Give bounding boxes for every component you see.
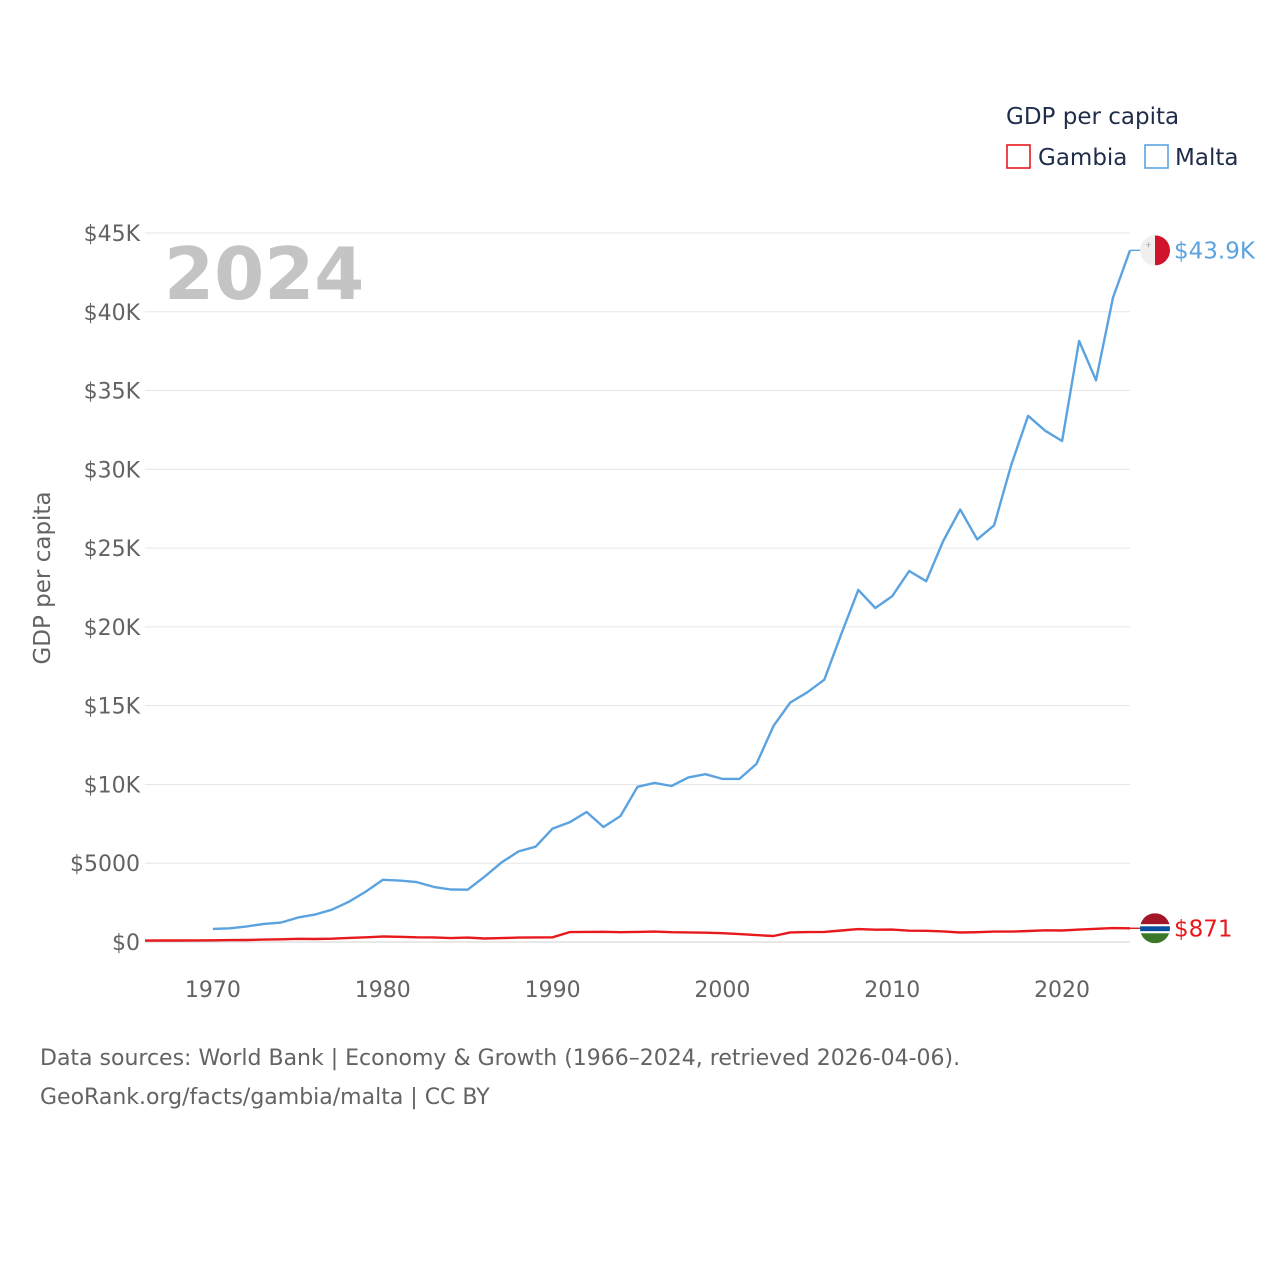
x-axis-ticks: 1970 1980 1990 2000 2010 2020 xyxy=(185,978,1090,1003)
end-markers: $871 + $43.9K xyxy=(1130,235,1256,944)
y-tick-label: $35K xyxy=(84,380,141,405)
legend-item-gambia[interactable]: Gambia xyxy=(1006,144,1127,171)
y-tick-label: $40K xyxy=(84,301,141,326)
gridlines xyxy=(145,232,1130,943)
legend-label-malta: Malta xyxy=(1175,145,1238,171)
x-tick-label: 1980 xyxy=(355,978,411,1003)
y-axis-ticks: $0 $5000 $10K $15K $20K $25K $30K $35K $40K $45K xyxy=(70,222,141,956)
end-label-malta: $43.9K xyxy=(1174,238,1256,264)
legend-title: GDP per capita xyxy=(1006,104,1179,130)
x-tick-label: 2000 xyxy=(694,978,750,1003)
y-tick-label: $30K xyxy=(84,458,141,483)
y-tick-label: $10K xyxy=(84,773,141,798)
y-tick-label: $25K xyxy=(84,537,141,562)
legend-swatch-malta xyxy=(1144,144,1169,169)
y-tick-label: $45K xyxy=(84,222,141,247)
legend-item-malta[interactable]: Malta xyxy=(1144,144,1238,171)
x-tick-label: 2020 xyxy=(1034,978,1090,1003)
year-label: 2024 xyxy=(164,232,364,316)
x-tick-label: 2010 xyxy=(864,978,920,1003)
x-tick-label: 1990 xyxy=(525,978,581,1003)
y-tick-label: $0 xyxy=(112,931,140,956)
svg-text:+: + xyxy=(1145,240,1152,249)
end-label-gambia: $871 xyxy=(1174,916,1233,942)
legend-swatch-gambia xyxy=(1006,144,1031,169)
legend-label-gambia: Gambia xyxy=(1038,145,1127,171)
footer-link[interactable]: GeoRank.org/facts/gambia/malta | CC BY xyxy=(40,1085,490,1110)
data-series xyxy=(144,249,1132,942)
y-tick-label: $15K xyxy=(84,695,141,720)
gambia-flag-icon xyxy=(1130,913,1170,944)
malta-flag-icon: + xyxy=(1130,235,1170,266)
footer-source: Data sources: World Bank | Economy & Gro… xyxy=(40,1046,961,1071)
y-tick-label: $5000 xyxy=(70,852,140,877)
x-tick-label: 1970 xyxy=(185,978,241,1003)
y-tick-label: $20K xyxy=(84,616,141,641)
series-line-gambia xyxy=(144,926,1131,942)
y-axis-title: GDP per capita xyxy=(30,491,56,664)
series-line-malta xyxy=(212,249,1132,931)
